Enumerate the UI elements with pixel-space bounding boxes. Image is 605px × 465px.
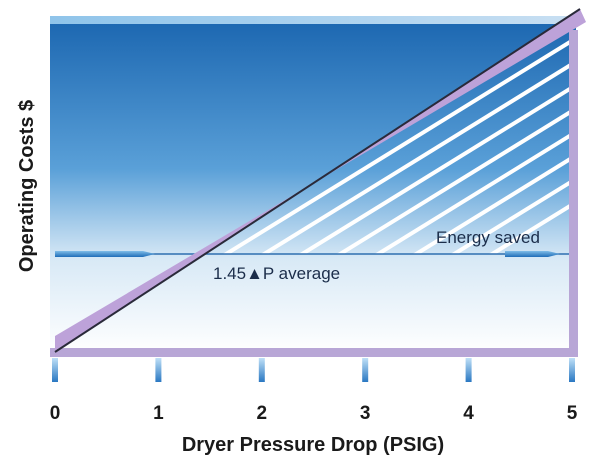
- x-tick-label: 0: [50, 403, 61, 424]
- x-tick-label: 5: [567, 403, 578, 424]
- reference-line: [55, 250, 572, 257]
- energy-saved-annotation: Energy saved: [436, 228, 540, 247]
- x-tick: [155, 358, 162, 382]
- x-axis-title: Dryer Pressure Drop (PSIG): [182, 434, 444, 456]
- hatch-stripe: [411, 32, 572, 254]
- x-tick-label: 1: [153, 403, 164, 424]
- cost-line: [54, 8, 581, 353]
- hatch-stripe: [373, 32, 572, 254]
- hatch-stripe: [297, 32, 572, 254]
- average-annotation: 1.45▲P average: [213, 264, 340, 283]
- reference-arrow: [505, 250, 560, 257]
- hatch-stripe: [259, 32, 572, 254]
- y-axis-title: Operating Costs $: [16, 100, 38, 272]
- x-tick-label: 4: [463, 403, 474, 424]
- x-tick-label: 3: [360, 403, 371, 424]
- hatch-stripe: [449, 32, 572, 254]
- right-frame: [569, 30, 578, 355]
- bottom-frame: [50, 348, 578, 357]
- x-tick: [569, 358, 575, 382]
- x-tick: [465, 358, 472, 382]
- x-ticks: [52, 358, 575, 382]
- plot-top-edge: [50, 16, 576, 24]
- hatch-stripe: [487, 32, 572, 254]
- reference-arrow: [55, 250, 155, 257]
- x-tick: [362, 358, 369, 382]
- x-tick-label: 2: [257, 403, 268, 424]
- cost-line-band: [55, 9, 586, 352]
- x-tick: [258, 358, 265, 382]
- hatch-stripe: [335, 32, 572, 254]
- x-tick-labels: 0 1 2 3 4 5: [50, 403, 578, 424]
- hatch-stripe: [221, 32, 572, 254]
- x-tick: [52, 358, 58, 382]
